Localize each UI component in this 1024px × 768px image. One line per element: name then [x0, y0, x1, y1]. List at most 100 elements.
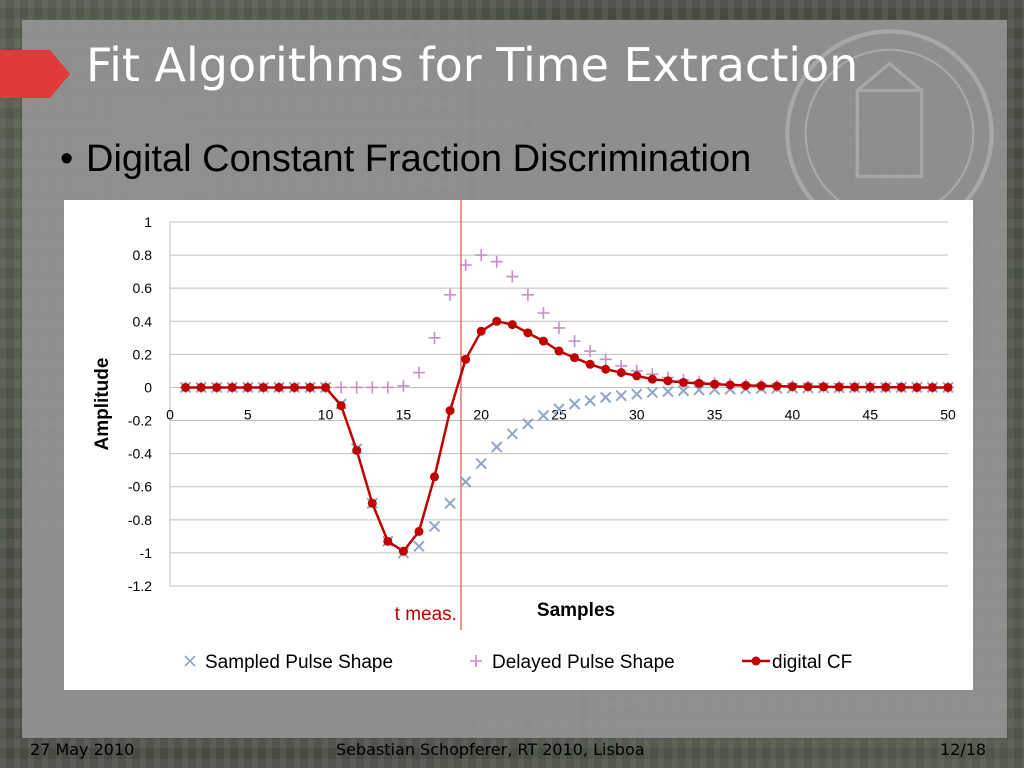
y-tick-label: 0.4: [133, 313, 153, 329]
data-point-digital-cf: [570, 353, 580, 363]
data-point-delayed: [584, 345, 597, 358]
chart: 1 0.8 0.6 0.4 0.2 0 -0.2 -0.4 -0.6 -0.8 -1 -1.2 0 5 10…: [92, 200, 956, 673]
data-point-digital-cf: [725, 380, 735, 390]
data-point-digital-cf: [710, 379, 720, 389]
data-point-sampled: [568, 398, 581, 410]
data-point-digital-cf: [227, 382, 237, 392]
data-point-digital-cf: [538, 336, 548, 346]
data-point-digital-cf: [881, 382, 891, 392]
data-point-sampled: [693, 384, 705, 396]
chart-container: 1 0.8 0.6 0.4 0.2 0 -0.2 -0.4 -0.6 -0.8 -1 -1.2 0 5 10…: [64, 200, 973, 690]
data-point-sampled: [615, 390, 627, 402]
x-tick-label: 10: [318, 406, 334, 422]
data-point-delayed: [475, 249, 488, 262]
footer-presenter: Sebastian Schopferer, RT 2010, Lisboa: [336, 740, 645, 759]
data-point-digital-cf: [927, 382, 937, 392]
footer-page-number: 12/18: [940, 740, 987, 759]
data-point-sampled: [631, 388, 643, 400]
data-point-sampled: [491, 441, 503, 453]
data-point-delayed: [412, 366, 425, 379]
data-point-sampled: [646, 386, 659, 399]
data-point-digital-cf: [383, 536, 393, 546]
data-point-digital-cf: [601, 364, 611, 374]
data-point-digital-cf: [772, 381, 782, 391]
data-point-digital-cf: [367, 498, 377, 508]
data-point-sampled: [413, 540, 425, 552]
y-tick-label: -0.6: [128, 479, 152, 495]
x-tick-label: 45: [862, 406, 878, 422]
data-point-digital-cf: [289, 382, 299, 392]
title-accent-arrow-icon: [0, 50, 70, 98]
legend-marker-delayed-icon: [470, 655, 482, 667]
data-point-digital-cf: [912, 382, 922, 392]
y-tick-label: 1: [144, 214, 152, 230]
data-point-digital-cf: [507, 320, 517, 330]
data-point-digital-cf: [554, 346, 564, 356]
data-point-digital-cf: [756, 381, 766, 391]
x-tick-label: 35: [707, 406, 723, 422]
data-point-delayed: [366, 381, 379, 394]
data-point-digital-cf: [476, 326, 486, 336]
data-point-delayed: [381, 381, 394, 394]
bullet-dot-icon: •: [60, 138, 74, 180]
y-tick-label: -1.2: [128, 578, 152, 594]
data-point-digital-cf: [321, 382, 331, 392]
data-point-digital-cf: [834, 382, 844, 392]
data-point-digital-cf: [181, 382, 191, 392]
data-point-delayed: [537, 307, 550, 319]
data-point-sampled: [522, 418, 534, 430]
data-point-digital-cf: [212, 382, 222, 392]
data-point-sampled: [537, 409, 550, 422]
y-tick-label: 0: [144, 379, 152, 395]
data-point-digital-cf: [243, 382, 253, 392]
data-point-delayed: [397, 379, 410, 392]
y-tick-label: -0.2: [128, 413, 152, 429]
data-point-sampled: [428, 520, 441, 533]
y-tick-label: 0.2: [133, 346, 153, 362]
data-point-digital-cf: [616, 368, 626, 378]
data-point-sampled: [584, 394, 596, 407]
data-point-delayed: [350, 381, 363, 394]
data-point-sampled: [677, 385, 690, 397]
data-point-sampled: [475, 457, 487, 470]
data-point-delayed: [521, 288, 534, 301]
data-point-delayed: [506, 270, 519, 283]
data-point-digital-cf: [663, 376, 673, 386]
legend-label-digital-cf: digital CF: [772, 652, 852, 673]
data-point-sampled: [459, 476, 472, 488]
data-point-digital-cf: [647, 374, 657, 384]
data-point-digital-cf: [803, 382, 813, 392]
data-point-digital-cf: [461, 354, 471, 364]
data-point-digital-cf: [305, 382, 315, 392]
data-point-delayed: [459, 259, 472, 272]
y-tick-label: 0.6: [133, 280, 153, 296]
data-point-delayed: [553, 321, 565, 334]
x-tick-label: 20: [473, 406, 489, 422]
data-point-digital-cf: [430, 472, 440, 482]
x-tick-label: 15: [396, 406, 412, 422]
bullet-text: Digital Constant Fraction Discrimination: [86, 138, 752, 180]
data-point-delayed: [490, 255, 503, 268]
data-point-digital-cf: [865, 382, 875, 392]
legend-label-delayed: Delayed Pulse Shape: [492, 652, 675, 673]
data-point-digital-cf: [787, 381, 797, 391]
y-tick-label: -0.4: [128, 446, 152, 462]
data-point-delayed: [335, 381, 348, 394]
data-point-sampled: [506, 428, 519, 440]
data-point-digital-cf: [258, 382, 268, 392]
x-axis-title: Samples: [537, 600, 615, 621]
x-tick-label: 40: [785, 406, 801, 422]
data-point-digital-cf: [850, 382, 860, 392]
data-point-digital-cf: [632, 371, 642, 381]
y-axis-title: Amplitude: [92, 358, 113, 451]
data-point-digital-cf: [414, 526, 424, 536]
data-point-digital-cf: [896, 382, 906, 392]
data-point-digital-cf: [445, 406, 455, 416]
data-point-digital-cf: [398, 546, 408, 556]
data-point-digital-cf: [492, 316, 502, 326]
data-point-delayed: [428, 331, 441, 344]
data-point-digital-cf: [196, 382, 206, 392]
series-line-digital-cf: [185, 319, 948, 553]
legend-marker-digital-cf-dot-icon: [751, 656, 761, 666]
footer-date: 27 May 2010: [30, 740, 135, 759]
